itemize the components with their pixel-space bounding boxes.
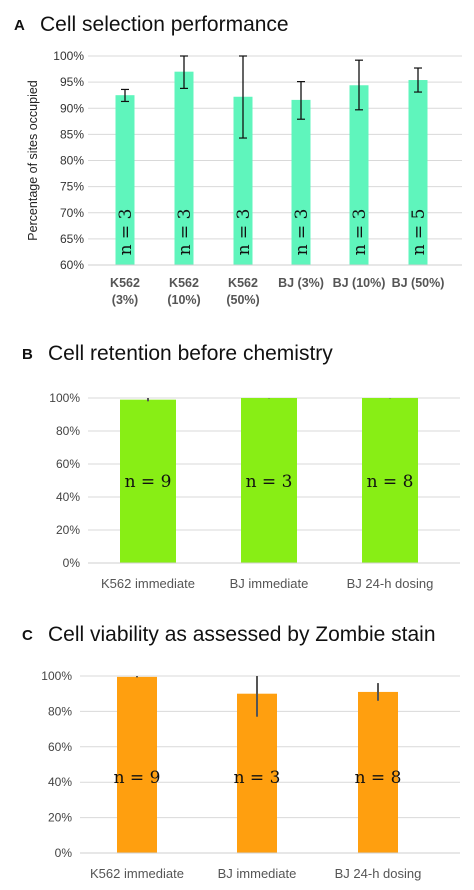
chart-a-n-label: n = 5 <box>409 209 429 256</box>
chart-c-category-label: BJ immediate <box>218 866 297 881</box>
chart-a-n-label: n = 3 <box>175 209 195 256</box>
chart-a-n-label: n = 3 <box>234 209 254 256</box>
chart-a-cell-selection: 60% 65% 70% 75% 80% 85% 90% 95% 100% Percentage o… <box>26 49 462 307</box>
chart-b-category-label: BJ immediate <box>230 576 309 591</box>
chart-a-ytick-label: 70% <box>60 206 84 220</box>
chart-c-bar <box>117 676 157 853</box>
panel-b-letter: B <box>22 346 33 363</box>
chart-c-bar <box>358 691 398 853</box>
chart-b-bar <box>241 398 297 563</box>
chart-a-category-label: (50%) <box>226 293 259 307</box>
chart-c-category-label: BJ 24-h dosing <box>335 866 422 881</box>
chart-a-ytick-label: 90% <box>60 101 84 115</box>
chart-a-category-label: K562 <box>228 276 258 290</box>
chart-b-ytick-label: 60% <box>56 457 80 471</box>
chart-c-ytick-label: 40% <box>48 775 72 789</box>
chart-b-n-label: n = 3 <box>246 472 293 492</box>
chart-b-category-label: BJ 24-h dosing <box>347 576 434 591</box>
chart-c-cell-viability: 0% 20% 40% 60% 80% 100% n = 9 K562 immediate n =… <box>41 669 460 881</box>
chart-a-ytick-label: 75% <box>60 180 84 194</box>
chart-a-bar <box>115 95 135 265</box>
chart-a-category-label: K562 <box>110 276 140 290</box>
chart-a-ytick-label: 65% <box>60 232 84 246</box>
chart-b-n-label: n = 8 <box>367 472 414 492</box>
chart-b-ytick-label: 80% <box>56 424 80 438</box>
chart-a-n-label: n = 3 <box>116 209 136 256</box>
chart-c-ytick-label: 0% <box>55 846 73 860</box>
chart-a-ytick-label: 80% <box>60 154 84 168</box>
chart-b-ytick-label: 40% <box>56 490 80 504</box>
chart-a-bar <box>349 85 369 265</box>
chart-a-bar <box>233 96 253 265</box>
chart-a-category-label: (10%) <box>167 293 200 307</box>
chart-c-ytick-label: 20% <box>48 811 72 825</box>
chart-c-n-label: n = 9 <box>114 768 161 788</box>
panel-b-title: Cell retention before chemistry <box>48 342 333 365</box>
chart-a-ytick-label: 95% <box>60 75 84 89</box>
chart-b-ytick-label: 0% <box>63 556 81 570</box>
chart-b-ytick-label: 100% <box>49 391 80 405</box>
chart-a-bar <box>174 71 194 265</box>
panel-c-letter: C <box>22 627 33 644</box>
chart-a-category-label: (3%) <box>112 293 138 307</box>
chart-a-ytick-label: 85% <box>60 127 84 141</box>
chart-b-n-label: n = 9 <box>125 472 172 492</box>
chart-a-category-label: BJ (50%) <box>392 276 445 290</box>
chart-a-n-label: n = 3 <box>292 209 312 256</box>
chart-a-ytick-label: 100% <box>53 49 84 63</box>
chart-a-bar <box>408 80 428 265</box>
chart-c-ytick-label: 80% <box>48 704 72 718</box>
chart-c-ytick-label: 100% <box>41 669 72 683</box>
chart-a-ytick-label: 60% <box>60 258 84 272</box>
chart-c-category-label: K562 immediate <box>90 866 184 881</box>
chart-a-category-label: K562 <box>169 276 199 290</box>
chart-b-bar <box>120 399 176 563</box>
chart-a-bar <box>291 99 311 265</box>
chart-b-cell-retention: 0% 20% 40% 60% 80% 100% n = 9 K562 immediate n =… <box>49 391 460 591</box>
chart-b-bar <box>362 398 418 563</box>
chart-a-ylabel: Percentage of sites occupied <box>26 80 40 241</box>
panel-c-title: Cell viability as assessed by Zombie sta… <box>48 623 436 646</box>
panel-a-letter: A <box>14 17 25 34</box>
chart-c-ytick-label: 60% <box>48 740 72 754</box>
chart-b-category-label: K562 immediate <box>101 576 195 591</box>
chart-a-category-label: BJ (10%) <box>333 276 386 290</box>
chart-a-category-label: BJ (3%) <box>278 276 324 290</box>
chart-c-n-label: n = 3 <box>234 768 281 788</box>
panel-a-title: Cell selection performance <box>40 13 289 36</box>
chart-b-ytick-label: 20% <box>56 523 80 537</box>
chart-a-n-label: n = 3 <box>350 209 370 256</box>
chart-c-n-label: n = 8 <box>355 768 402 788</box>
chart-c-bar <box>237 693 277 853</box>
